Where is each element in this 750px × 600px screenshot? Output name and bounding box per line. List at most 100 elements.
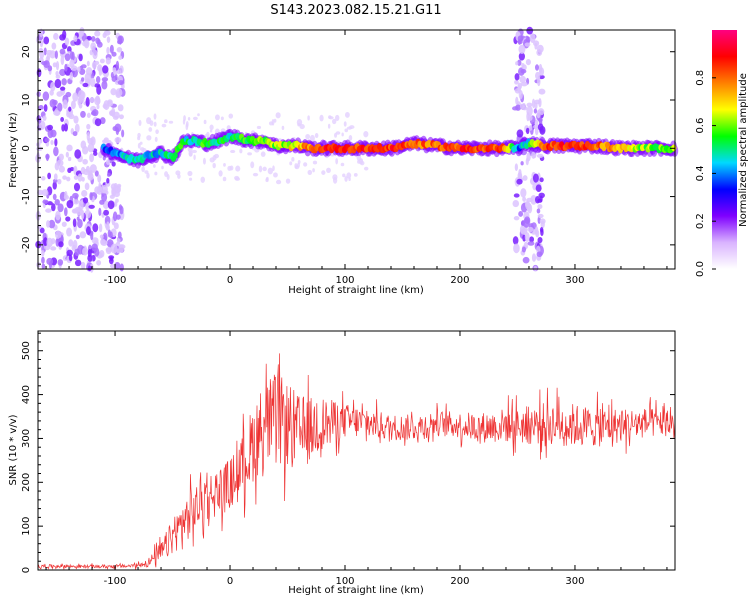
noise-blob — [514, 163, 518, 171]
noise-blob — [91, 36, 96, 42]
noise-blob — [520, 81, 528, 87]
noise-blob — [518, 44, 526, 54]
noise-blob — [106, 221, 110, 230]
noise-blob — [314, 132, 319, 139]
noise-blob — [518, 90, 523, 100]
noise-blob — [513, 215, 520, 221]
noise-blob — [107, 200, 115, 210]
noise-blob — [88, 204, 95, 209]
noise-blob — [117, 231, 122, 239]
noise-blob — [41, 263, 46, 269]
noise-blob — [79, 231, 87, 239]
snr-plot-background — [38, 331, 675, 570]
noise-blob — [344, 111, 350, 118]
noise-blob — [62, 30, 67, 40]
noise-blob — [54, 138, 58, 147]
noise-blob — [69, 51, 74, 60]
noise-blob — [514, 79, 519, 85]
noise-blob — [85, 97, 90, 107]
noise-blob — [98, 182, 102, 192]
noise-blob — [121, 84, 125, 89]
noise-blob — [289, 161, 293, 166]
noise-blob — [340, 162, 345, 167]
noise-blob — [117, 185, 121, 193]
colorbar-ticks: 0.0 0.2 0.4 0.6 0.8 — [695, 70, 716, 277]
y-tick-label: 20 — [21, 45, 32, 58]
noise-blob — [118, 114, 124, 120]
snr-series-layer — [37, 353, 676, 570]
noise-blob — [118, 244, 125, 253]
noise-blob — [85, 165, 91, 173]
noise-blob — [528, 115, 533, 121]
x-tick-label: -100 — [104, 576, 127, 587]
noise-blob — [43, 104, 48, 112]
noise-blob — [46, 257, 54, 266]
noise-blob — [57, 178, 62, 185]
noise-blob — [525, 58, 531, 66]
noise-blob — [515, 61, 519, 66]
noise-blob — [72, 208, 77, 214]
noise-blob — [55, 60, 60, 71]
noise-blob — [187, 170, 193, 177]
noise-blob — [87, 254, 93, 262]
noise-blob — [297, 162, 300, 168]
noise-blob — [50, 81, 56, 92]
noise-blob — [146, 117, 152, 125]
noise-blob — [89, 192, 93, 201]
noise-blob — [155, 129, 159, 134]
noise-blob — [89, 77, 96, 88]
noise-blob — [346, 126, 353, 130]
noise-blob — [42, 91, 50, 101]
noise-blob — [37, 189, 44, 196]
noise-blob — [86, 123, 91, 130]
spectrogram-ridge-layer — [100, 128, 679, 169]
noise-blob — [258, 165, 263, 173]
noise-blob — [154, 171, 158, 176]
noise-blob — [42, 115, 47, 121]
noise-blob — [38, 47, 43, 53]
noise-blob — [86, 112, 91, 118]
noise-blob — [57, 102, 63, 112]
noise-blob — [107, 100, 114, 107]
noise-blob — [52, 181, 57, 190]
noise-blob — [307, 169, 313, 175]
noise-blob — [61, 221, 67, 227]
noise-blob — [326, 167, 331, 174]
noise-blob — [113, 184, 119, 193]
noise-blob — [192, 116, 198, 121]
noise-blob — [91, 243, 98, 252]
y-tick-label: 0 — [21, 567, 32, 573]
y-tick-label: 0 — [21, 145, 32, 151]
noise-blob — [61, 124, 65, 132]
y-tick-label: 400 — [21, 385, 32, 404]
noise-blob — [96, 260, 102, 266]
noise-blob — [103, 209, 110, 216]
noise-blob — [47, 172, 52, 180]
noise-blob — [105, 57, 111, 65]
snr-x-label: Height of straight line (km) — [288, 585, 424, 596]
noise-blob — [58, 241, 64, 248]
noise-blob — [185, 123, 189, 131]
y-tick-label: 100 — [21, 517, 32, 536]
noise-blob — [82, 197, 89, 204]
noise-blob — [518, 211, 524, 217]
noise-blob — [50, 140, 54, 145]
noise-blob — [319, 114, 324, 122]
noise-blob — [41, 256, 45, 264]
noise-blob — [55, 71, 59, 77]
noise-blob — [206, 131, 210, 138]
noise-blob — [84, 182, 90, 191]
noise-blob — [536, 153, 544, 158]
noise-blob — [86, 60, 90, 67]
noise-blob — [273, 172, 278, 178]
noise-blob — [265, 176, 269, 181]
noise-blob — [81, 209, 85, 220]
snr-x-axis: -100 0 100 200 300 — [45, 331, 668, 587]
noise-blob — [522, 256, 530, 264]
noise-blob — [521, 62, 525, 68]
noise-blob — [92, 223, 99, 233]
noise-blob — [291, 157, 295, 162]
noise-blob — [531, 151, 536, 159]
noise-blob — [526, 102, 533, 108]
noise-blob — [77, 173, 83, 182]
